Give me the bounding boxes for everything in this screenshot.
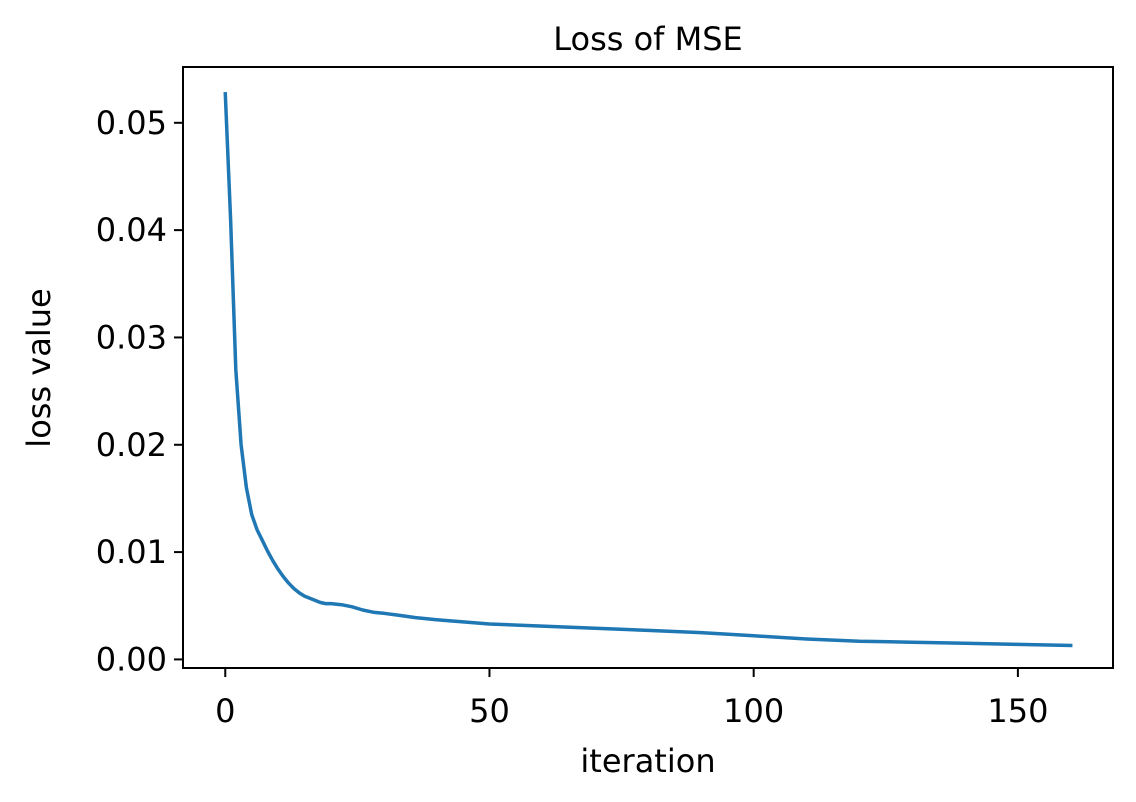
y-axis: 0.00 0.01 0.02 0.03 0.04 0.05 — [96, 104, 183, 678]
plot-frame — [182, 66, 1114, 669]
chart-title: Loss of MSE — [553, 20, 743, 58]
y-tick-label: 0.03 — [96, 318, 167, 356]
loss-series-line — [223, 91, 1073, 648]
y-tick-label: 0.01 — [96, 533, 167, 571]
y-tick-label: 0.00 — [96, 640, 167, 678]
x-tick-label: 0 — [215, 692, 235, 730]
y-tick-label: 0.05 — [96, 104, 167, 142]
x-tick-label: 50 — [469, 692, 510, 730]
y-axis-title: loss value — [20, 288, 58, 447]
y-tick-label: 0.04 — [96, 211, 167, 249]
x-tick-label: 150 — [987, 692, 1048, 730]
x-tick-label: 100 — [723, 692, 784, 730]
x-axis: 0 50 100 150 — [215, 668, 1048, 730]
x-axis-title: iteration — [580, 742, 715, 780]
y-tick-label: 0.02 — [96, 426, 167, 464]
plot-series — [223, 91, 1073, 648]
